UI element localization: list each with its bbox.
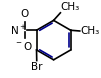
Text: $^-$O: $^-$O bbox=[14, 40, 33, 52]
Text: O: O bbox=[20, 9, 28, 19]
Text: CH₃: CH₃ bbox=[61, 2, 80, 12]
Text: Br: Br bbox=[31, 62, 43, 72]
Text: CH₃: CH₃ bbox=[80, 26, 99, 36]
Text: $\mathregular{N}^+$: $\mathregular{N}^+$ bbox=[10, 24, 27, 37]
